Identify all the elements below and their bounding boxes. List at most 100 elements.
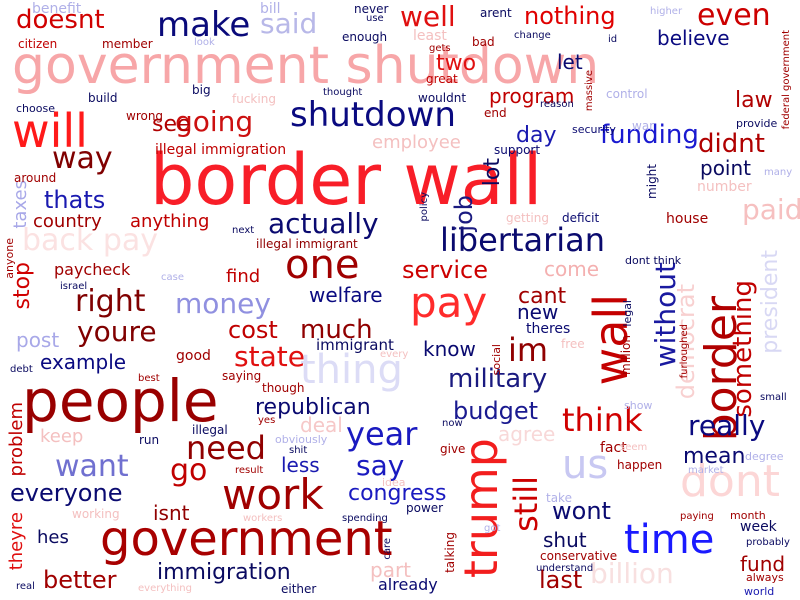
word-less: less [281,453,320,477]
word-right: right [75,284,146,319]
word-isnt: isnt [153,501,190,525]
word-least: least [413,28,447,44]
word-small: small [760,392,787,403]
word-lot: lot [480,158,505,187]
word-around: around [14,171,57,185]
word-immigration: immigration [157,560,291,585]
word-yes: yes [258,415,276,426]
word-arent: arent [480,6,512,20]
word-welfare: welfare [309,283,383,307]
word-number: number [697,179,752,195]
word-know: know [423,337,476,361]
word-care: care [382,538,393,560]
word-post: post [16,328,60,352]
word-shit: shit [289,445,308,456]
word-policy: policy [419,192,430,222]
word-still: still [507,476,545,532]
word-everyone: everyone [10,479,123,507]
word-two: two [436,51,477,76]
word-happen: happen [617,458,663,472]
word-paying: paying [680,511,714,522]
word-need: need [186,429,266,467]
word-year: year [346,415,418,453]
word-actually: actually [268,207,379,240]
word-deal: deal [300,413,343,437]
word-million: million [619,335,633,375]
word-week: week [740,519,777,535]
word-benefit: benefit [32,1,82,17]
word-big: big [192,83,211,97]
word-time: time [624,517,715,563]
word-give: give [440,442,466,456]
word-shut: shut [543,528,587,552]
word-though: though [262,381,305,395]
word-legal: legal [621,300,634,327]
word-program: program [489,84,575,108]
word-country: country [33,211,102,232]
word-deficit: deficit [562,211,600,225]
word-good: good [176,348,211,364]
word-hes: hes [37,527,69,548]
word-many: many [764,167,793,178]
word-fucking: fucking [232,92,276,106]
word-month: month [730,509,766,522]
word-will: will [12,104,88,158]
word-security: security [572,123,616,136]
word-wont: wont [552,497,611,525]
word-seem: seem [620,442,648,453]
word-problem: problem [6,402,27,477]
word-law: law [735,88,773,113]
word-workers: workers [243,513,283,524]
word-saying: saying [222,369,262,383]
word-choose: choose [16,102,55,115]
word-getting: getting [506,211,549,225]
word-free: free [561,337,585,351]
word-next: next [232,225,255,236]
word-one: one [285,242,360,288]
word-debt: debt [10,364,33,375]
word-billion: billion [590,557,674,590]
word-republican: republican [255,395,371,420]
word-new: new [517,300,559,324]
word-run: run [139,433,160,447]
word-take: take [546,491,572,505]
word-id: id [608,34,618,45]
word-last: last [539,566,583,594]
word-libertarian: libertarian [440,221,606,259]
word-pay: pay [410,278,488,327]
word-massive: massive [584,70,595,112]
word-bill: bill [260,1,281,17]
word-world: world [744,585,775,598]
word-probably: probably [746,537,790,548]
word-wouldnt: wouldnt [418,91,467,105]
word-degree: degree [745,450,784,463]
word-government: government [100,511,393,567]
word-doesnt: doesnt [16,5,105,35]
word-fund: fund [740,552,786,576]
word-higher: higher [650,6,683,17]
word-service: service [402,256,488,284]
word-every: every [380,349,409,360]
word-something: something [728,280,758,418]
word-thing: thing [300,347,403,393]
word-anyone: anyone [3,238,16,279]
word-find: find [226,266,261,287]
word-case: case [161,272,184,283]
word-point: point [700,156,752,180]
word-already: already [378,575,438,594]
word-talking: talking [443,532,457,573]
word-budget: budget [453,397,539,425]
word-keep: keep [40,426,84,447]
word-make: make [157,5,251,45]
word-mean: mean [683,444,746,469]
word-end: end [484,106,507,120]
word-employee: employee [372,132,461,153]
word-reason: reason [540,99,574,110]
word-military: military [448,364,548,394]
word-use: use [366,13,384,24]
word-even: even [697,0,771,33]
word-cost: cost [228,316,278,344]
word-got: got [484,523,501,534]
word-result: result [235,465,264,476]
word-member: member [102,37,153,51]
